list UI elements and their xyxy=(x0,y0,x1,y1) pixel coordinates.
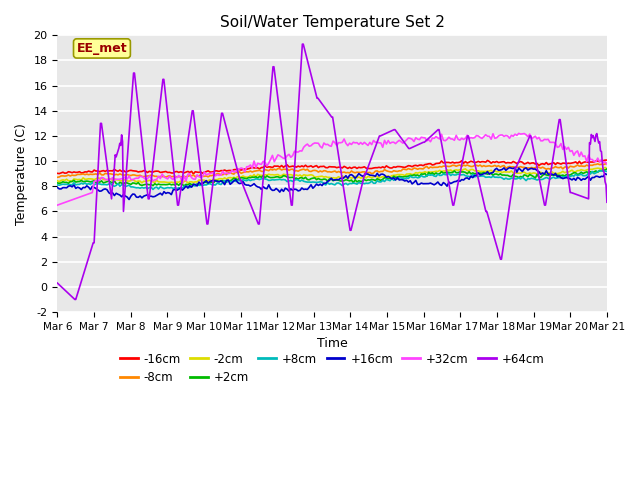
+64cm xyxy=(152,140,159,146)
+64cm xyxy=(380,132,387,138)
+16cm xyxy=(392,177,399,183)
-8cm xyxy=(379,168,387,174)
+16cm xyxy=(56,186,63,192)
-16cm xyxy=(554,160,561,166)
-2cm xyxy=(179,181,186,187)
Title: Soil/Water Temperature Set 2: Soil/Water Temperature Set 2 xyxy=(220,15,445,30)
-2cm xyxy=(392,172,399,178)
-8cm xyxy=(516,164,524,169)
+64cm xyxy=(298,41,306,47)
+32cm xyxy=(515,131,522,136)
+32cm xyxy=(379,144,387,150)
-8cm xyxy=(381,167,388,172)
+8cm xyxy=(54,182,61,188)
+8cm xyxy=(381,179,388,184)
+8cm xyxy=(56,182,63,188)
-8cm xyxy=(54,174,61,180)
-8cm xyxy=(552,164,559,169)
+16cm xyxy=(511,165,519,170)
-2cm xyxy=(603,166,611,171)
+8cm xyxy=(518,174,526,180)
+32cm xyxy=(518,131,526,137)
+64cm xyxy=(603,199,611,205)
+8cm xyxy=(149,187,157,192)
Text: EE_met: EE_met xyxy=(77,42,127,55)
-2cm xyxy=(56,179,63,184)
+32cm xyxy=(554,144,561,150)
Line: +2cm: +2cm xyxy=(58,169,607,186)
+2cm xyxy=(54,180,61,186)
+2cm xyxy=(518,174,526,180)
-16cm xyxy=(56,171,63,177)
-16cm xyxy=(189,171,197,177)
Line: +32cm: +32cm xyxy=(58,133,607,205)
+32cm xyxy=(54,202,61,208)
+8cm xyxy=(598,168,605,174)
Line: -2cm: -2cm xyxy=(58,168,607,184)
+16cm xyxy=(381,172,388,178)
Line: +8cm: +8cm xyxy=(58,171,607,190)
+8cm xyxy=(392,176,399,182)
-8cm xyxy=(390,168,397,174)
+2cm xyxy=(392,174,399,180)
+2cm xyxy=(554,172,561,178)
-2cm xyxy=(518,169,526,175)
+32cm xyxy=(381,137,388,143)
Y-axis label: Temperature (C): Temperature (C) xyxy=(15,123,28,225)
-8cm xyxy=(603,160,611,166)
+8cm xyxy=(554,175,561,181)
+2cm xyxy=(56,180,63,186)
+16cm xyxy=(383,174,390,180)
+16cm xyxy=(556,173,563,179)
Legend: -16cm, -8cm, -2cm, +2cm, +8cm, +16cm, +32cm, +64cm: -16cm, -8cm, -2cm, +2cm, +8cm, +16cm, +3… xyxy=(115,348,549,389)
+8cm xyxy=(383,177,390,182)
+32cm xyxy=(390,139,397,145)
+2cm xyxy=(149,183,157,189)
Line: -16cm: -16cm xyxy=(58,160,607,174)
X-axis label: Time: Time xyxy=(317,337,348,350)
+64cm xyxy=(304,60,312,65)
+64cm xyxy=(469,153,477,159)
+2cm xyxy=(381,175,388,180)
+32cm xyxy=(56,202,63,207)
+16cm xyxy=(54,185,61,191)
-8cm xyxy=(56,174,63,180)
-2cm xyxy=(601,165,609,170)
Line: -8cm: -8cm xyxy=(58,163,607,177)
-2cm xyxy=(383,173,390,179)
+8cm xyxy=(603,168,611,174)
-16cm xyxy=(392,164,399,170)
+64cm xyxy=(54,280,61,286)
Line: +64cm: +64cm xyxy=(58,44,607,300)
+2cm xyxy=(603,166,611,172)
+32cm xyxy=(603,161,611,167)
+64cm xyxy=(71,297,79,302)
+16cm xyxy=(520,166,528,172)
-16cm xyxy=(383,163,390,169)
+64cm xyxy=(196,161,204,167)
+64cm xyxy=(422,138,430,144)
-16cm xyxy=(603,157,611,163)
-16cm xyxy=(518,159,526,165)
+16cm xyxy=(603,172,611,178)
-2cm xyxy=(554,171,561,177)
Line: +16cm: +16cm xyxy=(58,168,607,200)
-16cm xyxy=(54,170,61,176)
+16cm xyxy=(125,197,133,203)
-16cm xyxy=(381,165,388,171)
+2cm xyxy=(383,175,390,181)
-2cm xyxy=(381,174,388,180)
-2cm xyxy=(54,178,61,184)
